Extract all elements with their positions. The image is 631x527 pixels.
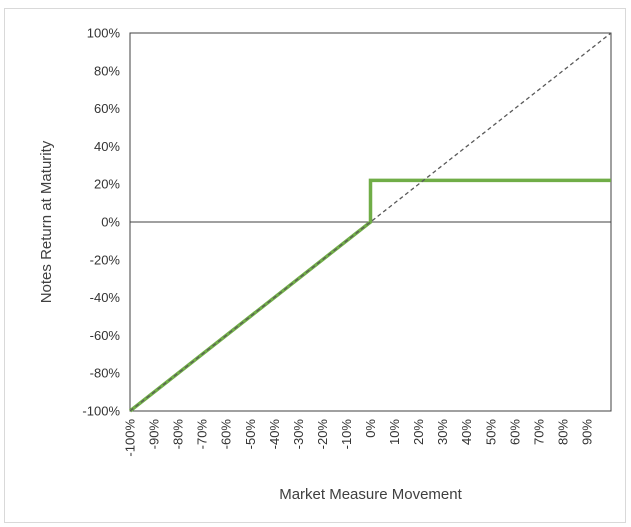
y-tick-label: 60% <box>94 101 120 116</box>
x-tick-label: -10% <box>339 419 354 450</box>
x-tick-label: 90% <box>579 419 594 445</box>
y-axis-title: Notes Return at Maturity <box>38 140 55 303</box>
y-tick-label: 20% <box>94 177 120 192</box>
series-line-solid <box>128 178 611 413</box>
x-tick-label: -70% <box>195 419 210 450</box>
x-tick-label: 70% <box>531 419 546 445</box>
x-tick-label: -20% <box>315 419 330 450</box>
x-tick-label: -100% <box>123 419 138 457</box>
x-tick-label: -90% <box>147 419 162 450</box>
x-tick-label: 80% <box>555 419 570 445</box>
x-tick-label: 60% <box>507 419 522 445</box>
chart-frame: -100% -80% -60% -40% -20% 0% 20% 40% 60% 80% 100% … <box>4 8 626 523</box>
payoff-chart: -100%-80%-60%-40%-20%0%20%40%60%80%100% … <box>38 26 612 503</box>
y-tick-label: -100% <box>82 404 120 419</box>
x-tick-label: -80% <box>171 419 186 450</box>
x-tick-label: 10% <box>387 419 402 445</box>
x-axis-ticks: -100% -90% -80% -70% -60% -50% -40% -30% -20% -10… <box>123 419 595 457</box>
y-tick-label: 100% <box>87 26 121 41</box>
y-tick-label: -80% <box>90 366 121 381</box>
x-tick-label: 50% <box>483 419 498 445</box>
x-tick-label: -60% <box>219 419 234 450</box>
x-tick-label: -40% <box>267 419 282 450</box>
plot-area <box>128 32 612 413</box>
series-line-dashed <box>129 32 612 412</box>
y-tick-label: 40% <box>94 139 120 154</box>
x-tick-label: 0% <box>363 419 378 438</box>
x-tick-label: 30% <box>435 419 450 445</box>
x-tick-label: -30% <box>291 419 306 450</box>
y-tick-label: -60% <box>90 328 121 343</box>
y-axis-ticks: -100% -80% -60% -40% -20% 0% 20% 40% 60% 80% 100% <box>82 26 120 419</box>
x-tick-label: 40% <box>459 419 474 445</box>
series-layer <box>128 32 612 413</box>
x-tick-label: 20% <box>411 419 426 445</box>
x-tick-label: -50% <box>243 419 258 450</box>
y-tick-label: -40% <box>90 290 121 305</box>
y-tick-label: 0% <box>101 215 120 230</box>
y-tick-label: 80% <box>94 63 120 78</box>
x-axis-title: Market Measure Movement <box>279 486 462 503</box>
y-tick-label: -20% <box>90 252 121 267</box>
